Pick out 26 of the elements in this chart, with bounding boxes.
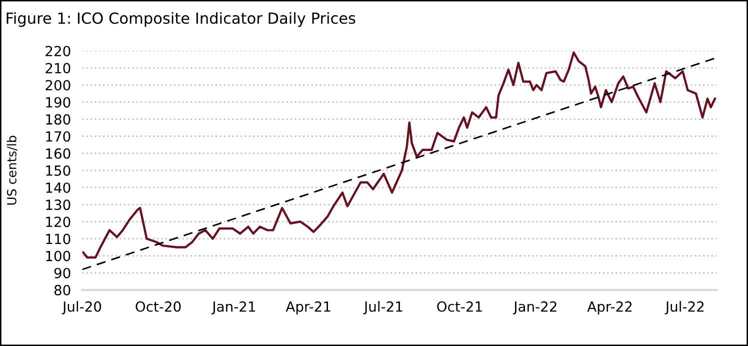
y-tick-label: 160 [46,148,70,159]
y-tick-label: 190 [46,97,70,108]
y-tick-label: 220 [46,46,70,56]
y-axis-title: US cents/lb [6,136,18,205]
x-tick-label: Apr-22 [587,301,632,314]
chart-title: Figure 1: ICO Composite Indicator Daily Prices [6,12,356,27]
y-tick-label: 100 [46,250,70,262]
y-tick-label: 120 [46,216,70,228]
x-tick-label: Jul-22 [664,301,704,314]
x-tick-label: Oct-20 [136,301,181,312]
y-tick-label: 90 [54,268,70,278]
y-tick-label: 170 [46,131,70,142]
x-tick-label: Jan-22 [512,301,556,314]
y-tick-label: 210 [46,62,70,74]
y-tick-label: 180 [46,114,70,125]
y-tick-label: 150 [46,165,70,176]
x-tick-label: Jul-21 [363,301,402,314]
x-tick-label: Jan-21 [211,301,256,314]
x-tick-label: Oct-21 [437,301,482,312]
x-tick-label: Apr-21 [286,301,330,314]
y-tick-label: 110 [46,234,70,244]
y-tick-label: 130 [46,200,70,210]
y-tick-label: 200 [46,80,70,90]
x-tick-label: Jul-20 [62,301,102,314]
y-tick-label: 140 [46,182,70,193]
y-tick-label: 80 [54,284,70,296]
